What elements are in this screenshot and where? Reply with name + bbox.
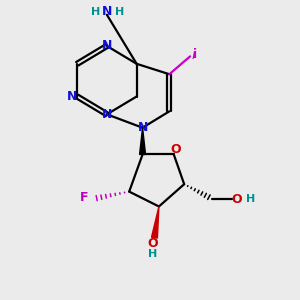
Text: N: N	[102, 5, 113, 18]
Text: N: N	[138, 121, 148, 134]
Text: N: N	[102, 108, 112, 121]
Text: i: i	[193, 48, 196, 62]
Polygon shape	[140, 128, 146, 154]
Text: H: H	[91, 7, 100, 17]
Text: H: H	[148, 249, 158, 259]
Text: O: O	[170, 142, 181, 156]
Text: O: O	[232, 193, 242, 206]
Text: H: H	[115, 7, 124, 17]
Polygon shape	[152, 206, 159, 238]
Text: O: O	[148, 237, 158, 250]
Text: F: F	[80, 191, 89, 204]
Text: N: N	[102, 40, 112, 52]
Text: N: N	[67, 90, 77, 103]
Text: i: i	[192, 48, 196, 62]
Text: H: H	[246, 194, 256, 204]
